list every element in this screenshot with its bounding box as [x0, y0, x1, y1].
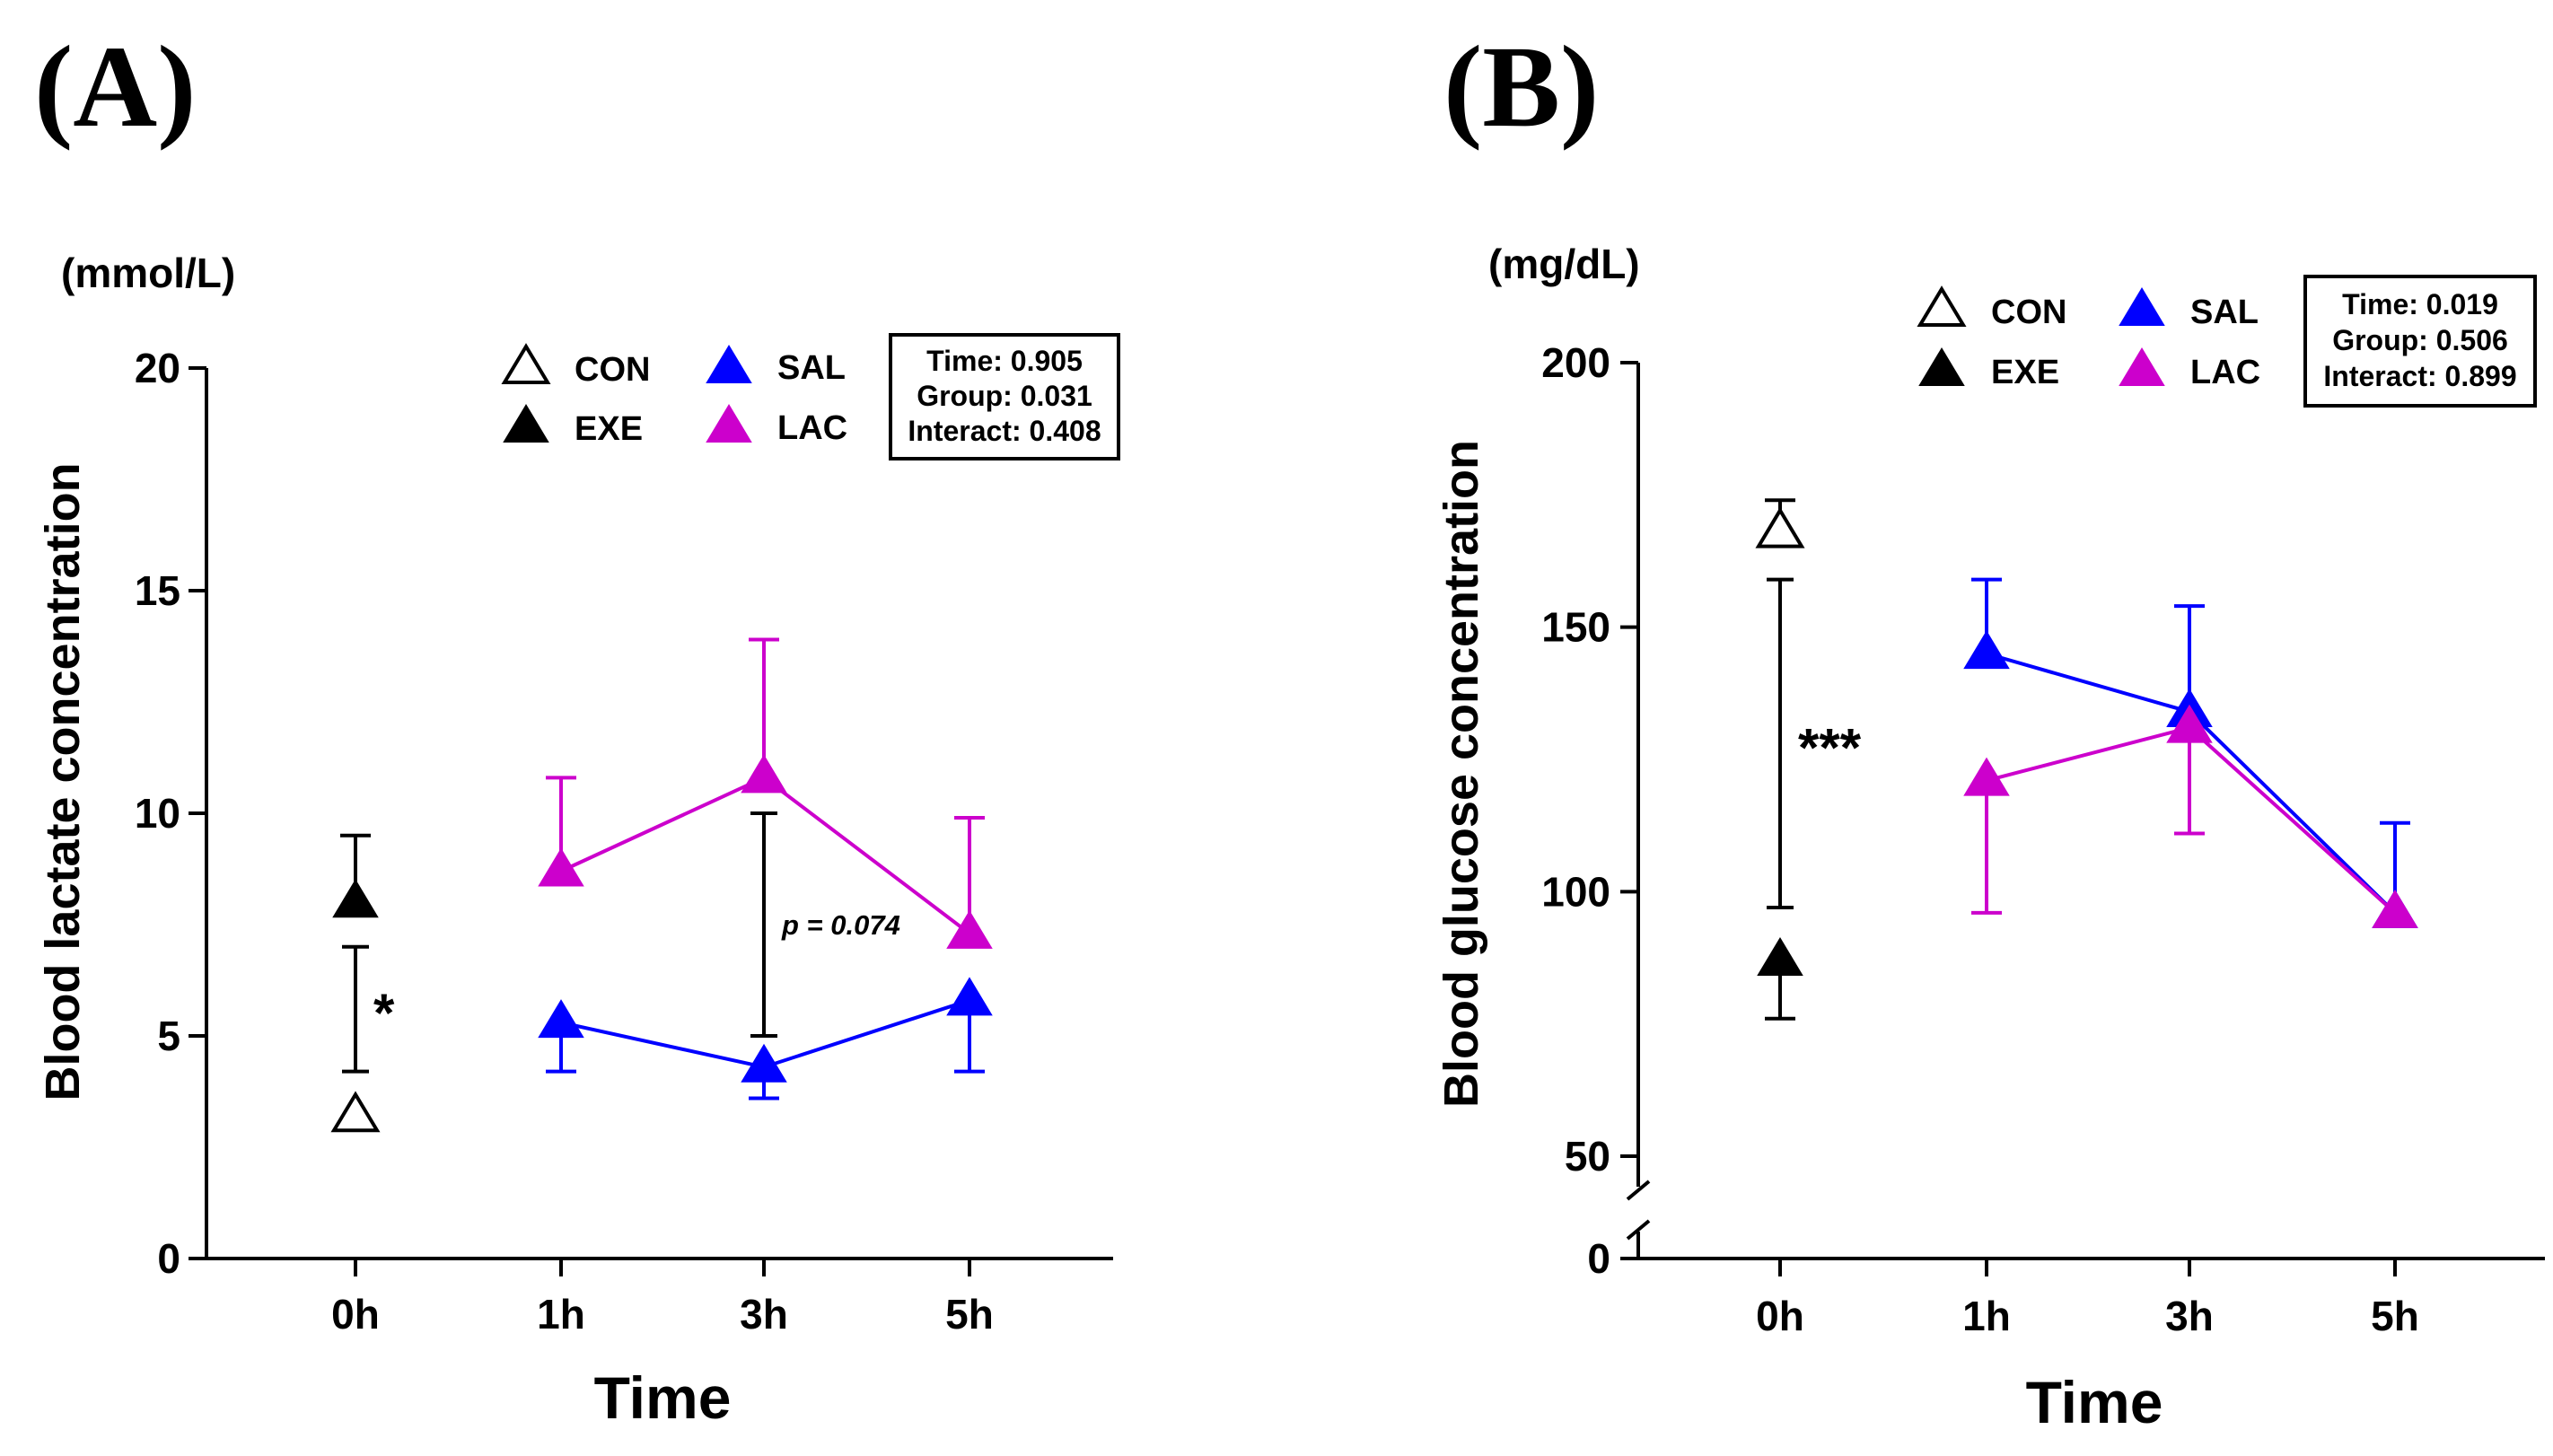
marker-sal: [946, 977, 993, 1016]
panel-b-letter: (B): [1443, 22, 1599, 152]
panel-b-annotations: ***: [1767, 577, 1862, 910]
panel-a-axes: [189, 366, 1113, 1276]
marker-con: [330, 1091, 381, 1133]
comparison-label: ***: [1798, 717, 1862, 777]
legend-marker-con: [501, 343, 551, 384]
marker-exe: [1757, 937, 1803, 976]
legend-sal-marker: [2119, 287, 2165, 326]
panel-b-legend: CON SAL EXE LAC: [1917, 285, 2260, 391]
panel-b: (B) (mg/dL) Blood glucose concentration …: [1434, 22, 2545, 1435]
panel-a-stats-box: Time: 0.905 Group: 0.031 Interact: 0.408: [889, 333, 1120, 460]
legend-marker-exe: [1918, 347, 1965, 386]
legend-marker-exe: [503, 404, 549, 443]
marker-sal: [1963, 630, 2010, 670]
marker-lac: [1963, 757, 2010, 796]
panel-a-xlabel: Time: [594, 1364, 732, 1431]
legend-lac-marker: [706, 404, 752, 443]
panel-b-xlabel: Time: [2026, 1369, 2163, 1435]
legend-marker-con: [1917, 285, 1967, 327]
y-tick-label: 150: [1541, 604, 1610, 651]
y-tick-label: 50: [1565, 1133, 1610, 1180]
x-tick-label: 5h: [2371, 1293, 2419, 1339]
x-tick-label: 0h: [1756, 1293, 1804, 1339]
panel-b-stats-frame: [2303, 275, 2537, 408]
legend-marker-lac: [706, 404, 752, 443]
x-tick-label: 3h: [740, 1291, 788, 1338]
panel-b-y-tick-labels: 0 50 100 150 200: [1541, 339, 1610, 1282]
x-tick-label: 0h: [331, 1291, 380, 1338]
legend-exe-label: EXE: [1991, 354, 2059, 391]
panel-a-legend: CON SAL EXE LAC: [501, 343, 847, 448]
legend-marker-sal: [706, 345, 752, 383]
y-tick-label: 0: [1587, 1235, 1610, 1282]
y-tick-label: 100: [1541, 868, 1610, 915]
y-tick-label: 5: [157, 1013, 180, 1059]
marker-lac: [741, 754, 787, 794]
legend-exe-label: EXE: [575, 410, 643, 448]
x-tick-label: 1h: [1962, 1293, 2011, 1339]
panel-a-stats-group: Group: 0.031: [917, 380, 1092, 412]
panel-b-stats-time: Time: 0.019: [2342, 288, 2498, 320]
legend-sal-label: SAL: [777, 349, 846, 387]
legend-con-label: CON: [1991, 294, 2066, 331]
y-tick-label: 20: [135, 345, 180, 391]
panel-b-stats-interact: Interact: 0.899: [2323, 360, 2516, 392]
y-tick-label: 0: [157, 1235, 180, 1282]
marker-lac: [2166, 704, 2213, 743]
legend-lac-marker: [2119, 347, 2165, 386]
y-tick-label: 10: [135, 790, 180, 837]
marker-sal: [741, 1043, 787, 1083]
panel-a-x-tick-labels: 0h 1h 3h 5h: [331, 1291, 994, 1338]
legend-con-label: CON: [575, 351, 650, 389]
y-tick-label: 15: [135, 567, 180, 614]
panel-a-annotations: * p = 0.074: [342, 811, 900, 1074]
comparison-label: *: [373, 983, 395, 1043]
panel-a-marks: [330, 637, 993, 1133]
legend-con-marker: [501, 343, 551, 384]
legend-con-marker: [1917, 285, 1967, 327]
legend-marker-sal: [2119, 287, 2165, 326]
marker-sal: [538, 999, 584, 1039]
axis-break-mark-upper: [1626, 1180, 1651, 1201]
axis-break-mark-lower: [1626, 1219, 1651, 1241]
legend-sal-marker: [706, 345, 752, 383]
legend-lac-label: LAC: [2190, 354, 2260, 391]
comparison-label: p = 0.074: [781, 909, 900, 941]
panel-b-axes: [1620, 361, 2545, 1276]
marker-con: [1755, 506, 1805, 548]
panel-a-stats-interact: Interact: 0.408: [908, 415, 1101, 447]
panel-b-stats-group: Group: 0.506: [2332, 324, 2508, 356]
panel-b-marks: [1755, 498, 2418, 1021]
y-tick-label: 200: [1541, 339, 1610, 386]
marker-lac: [538, 847, 584, 887]
marker-lac: [2372, 889, 2418, 928]
legend-exe-marker: [1918, 347, 1965, 386]
x-tick-label: 1h: [537, 1291, 585, 1338]
panel-b-unit: (mg/dL): [1488, 241, 1640, 287]
legend-sal-label: SAL: [2190, 294, 2259, 331]
panel-a-letter: (A): [34, 22, 196, 152]
legend-marker-lac: [2119, 347, 2165, 386]
legend-lac-label: LAC: [777, 409, 847, 447]
panel-b-ylabel: Blood glucose concentration: [1434, 440, 1488, 1108]
panel-a-unit: (mmol/L): [61, 250, 235, 296]
panel-a-ylabel: Blood lactate concentration: [36, 462, 90, 1101]
panel-b-stats-box: Time: 0.019 Group: 0.506 Interact: 0.899: [2303, 275, 2537, 408]
panel-a-stats-frame: [889, 333, 1120, 460]
panel-b-x-tick-labels: 0h 1h 3h 5h: [1756, 1293, 2419, 1339]
marker-exe: [332, 879, 379, 918]
x-tick-label: 3h: [2165, 1293, 2214, 1339]
x-tick-label: 5h: [945, 1291, 994, 1338]
panel-a-y-tick-labels: 0 5 10 15 20: [135, 345, 180, 1282]
legend-exe-marker: [503, 404, 549, 443]
panel-a: (A) (mmol/L) Blood lactate concentration…: [34, 22, 1120, 1431]
marker-lac: [946, 909, 993, 949]
panel-a-stats-time: Time: 0.905: [926, 345, 1083, 377]
